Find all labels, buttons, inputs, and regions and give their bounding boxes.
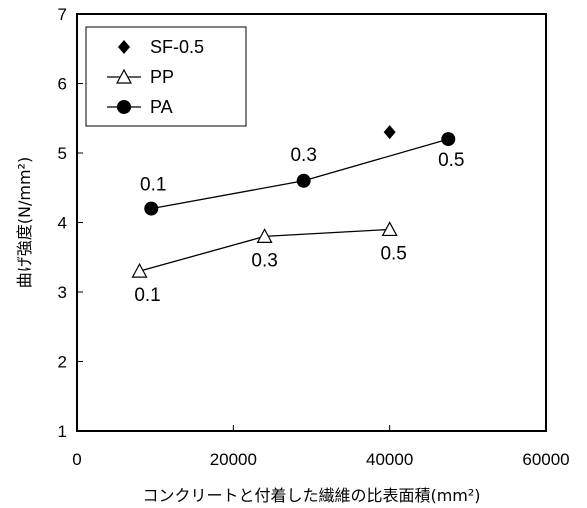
legend-marker-sf-0.5 bbox=[118, 40, 130, 54]
y-tick-label: 4 bbox=[58, 214, 67, 233]
data-point-pa bbox=[144, 201, 159, 216]
x-axis-title: コンクリートと付着した繊維の比表面積(mm²) bbox=[142, 486, 480, 505]
plot-area bbox=[76, 13, 547, 432]
y-tick-label: 3 bbox=[58, 283, 67, 302]
y-tick-label: 5 bbox=[58, 144, 67, 163]
data-point-pa bbox=[296, 173, 311, 188]
data-label: 0.5 bbox=[438, 150, 464, 171]
axis-ticks: 1 2 3 4 5 6 7 0 20000 40000 60000 bbox=[58, 5, 570, 469]
data-label: 0.5 bbox=[380, 243, 406, 264]
legend-marker-pp bbox=[115, 68, 133, 84]
y-tick-label: 6 bbox=[58, 75, 67, 94]
y-tick-label: 1 bbox=[58, 422, 67, 441]
x-tick-label: 60000 bbox=[522, 450, 569, 469]
data-label: 0.3 bbox=[290, 145, 316, 166]
y-tick-label: 7 bbox=[58, 5, 67, 24]
y-axis-title: 曲げ強度(N/mm²) bbox=[15, 157, 34, 288]
y-tick-label: 2 bbox=[58, 353, 67, 372]
x-tick-label: 40000 bbox=[366, 450, 413, 469]
legend-label: PP bbox=[150, 67, 174, 87]
legend-marker-pa bbox=[117, 100, 131, 114]
data-point-pp bbox=[256, 228, 273, 243]
series-layer bbox=[131, 125, 456, 278]
data-point-pp bbox=[131, 262, 148, 278]
data-label: 0.3 bbox=[251, 250, 277, 271]
x-tick-label: 20000 bbox=[210, 450, 257, 469]
legend-label: PA bbox=[150, 97, 173, 117]
x-tick-label: 0 bbox=[72, 450, 81, 469]
data-point-sf-0.5 bbox=[383, 125, 396, 140]
data-point-pa bbox=[441, 132, 456, 147]
legend: SF-0.5 PP PA bbox=[85, 26, 247, 127]
data-point-pp bbox=[381, 221, 398, 237]
legend-label: SF-0.5 bbox=[150, 37, 204, 57]
data-label: 0.1 bbox=[134, 285, 160, 306]
data-label: 0.1 bbox=[140, 175, 166, 196]
data-labels: 0.1 0.3 0.5 0.1 0.3 0.5 bbox=[134, 145, 464, 306]
